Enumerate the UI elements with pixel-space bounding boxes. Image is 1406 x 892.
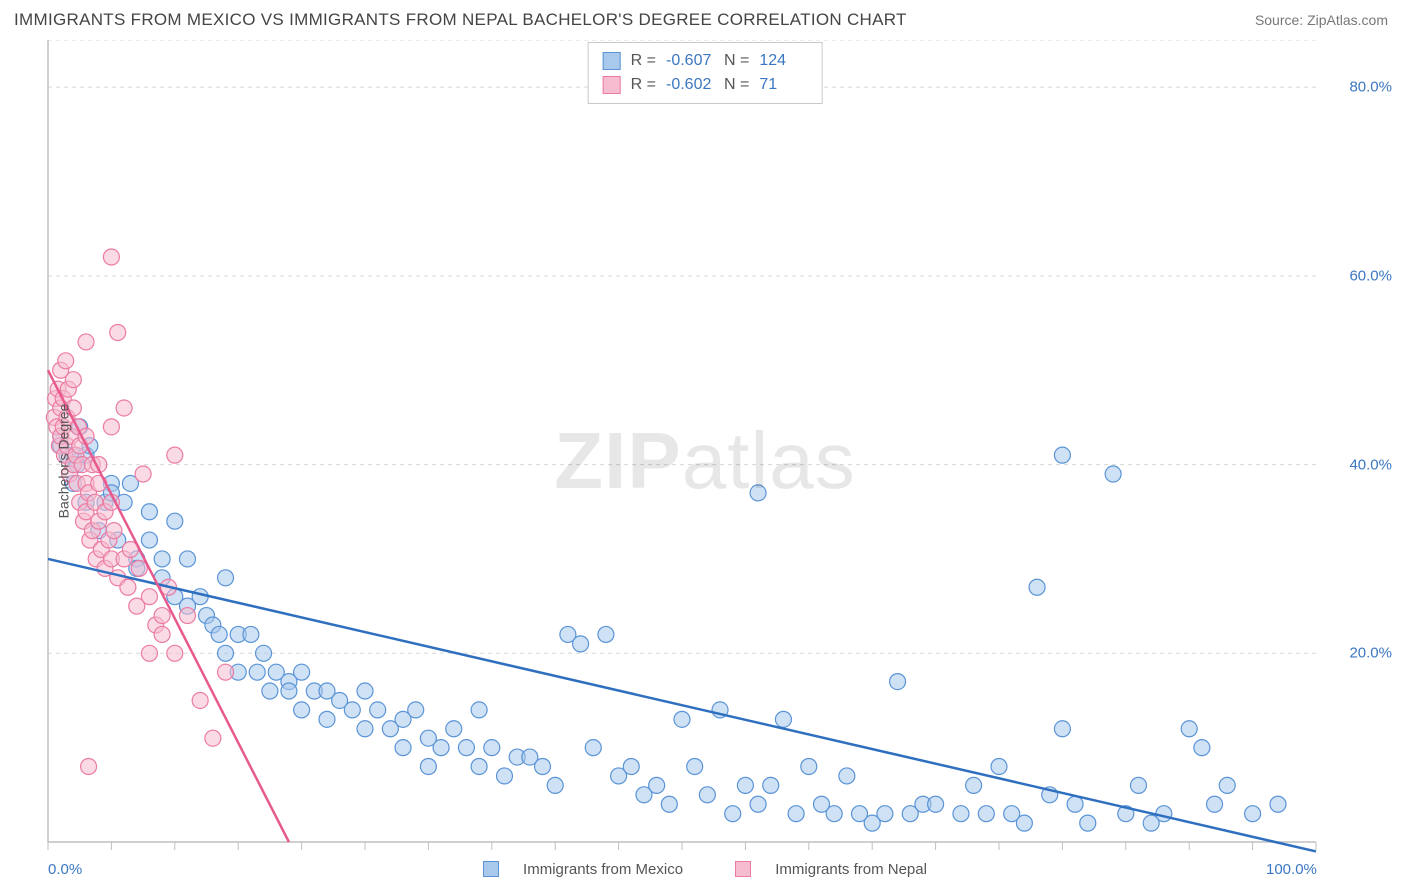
y-tick-label: 20.0%: [1349, 645, 1392, 662]
chart-header: IMMIGRANTS FROM MEXICO VS IMMIGRANTS FRO…: [0, 0, 1406, 36]
chart-area: Bachelor's Degree ZIPatlas R = -0.607 N …: [14, 40, 1396, 882]
swatch-mexico: [603, 52, 621, 70]
stats-row-mexico: R = -0.607 N = 124: [603, 49, 808, 73]
correlation-stats-box: R = -0.607 N = 124 R = -0.602 N = 71: [588, 42, 823, 104]
legend-item-nepal: Immigrants from Nepal: [723, 861, 939, 878]
legend-swatch-mexico: [483, 861, 499, 877]
source-attribution: Source: ZipAtlas.com: [1255, 12, 1388, 28]
chart-title: IMMIGRANTS FROM MEXICO VS IMMIGRANTS FRO…: [14, 10, 907, 30]
y-tick-label: 60.0%: [1349, 267, 1392, 284]
y-axis-label: Bachelor's Degree: [55, 404, 71, 519]
stats-row-nepal: R = -0.602 N = 71: [603, 73, 808, 97]
legend-item-mexico: Immigrants from Mexico: [471, 861, 699, 878]
scatter-plot: [14, 40, 1396, 882]
y-tick-label: 80.0%: [1349, 79, 1392, 96]
source-link[interactable]: ZipAtlas.com: [1307, 12, 1388, 28]
y-tick-label: 40.0%: [1349, 456, 1392, 473]
legend: Immigrants from Mexico Immigrants from N…: [14, 861, 1396, 878]
swatch-nepal: [603, 76, 621, 94]
legend-swatch-nepal: [735, 861, 751, 877]
